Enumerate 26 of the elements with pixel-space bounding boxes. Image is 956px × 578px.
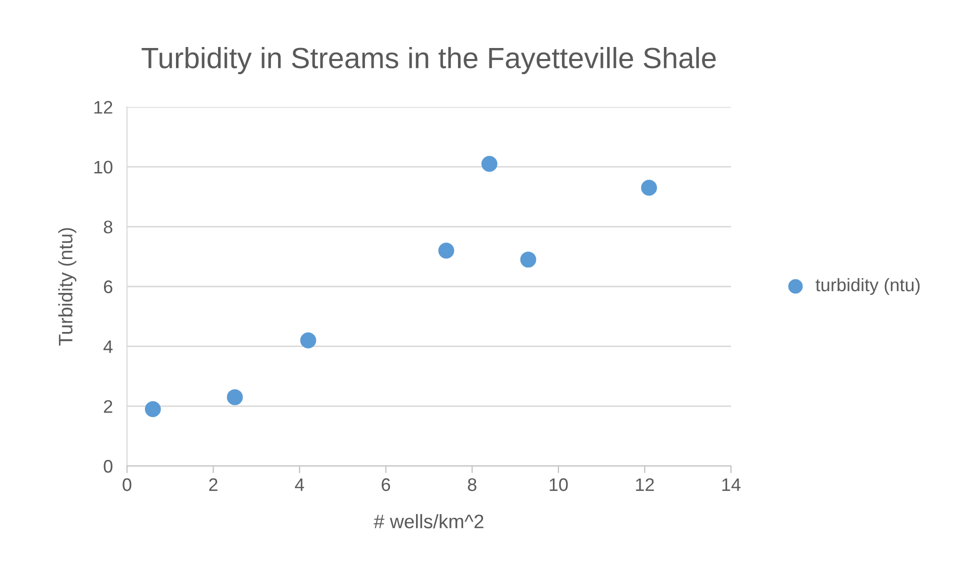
y-tick-label: 2: [104, 400, 112, 413]
point: [641, 180, 658, 196]
x-axis-title: # wells/km^2: [374, 514, 484, 528]
y-tick-label: 6: [104, 280, 112, 294]
x-tick-label: 2: [209, 478, 218, 491]
x-tick-label: 12: [636, 478, 654, 491]
point: [226, 389, 243, 406]
x-tick-label: 4: [294, 478, 304, 491]
point: [300, 332, 316, 348]
x-tick-label: 8: [468, 478, 476, 492]
y-tick-label: 8: [104, 220, 112, 234]
point: [520, 252, 536, 268]
point: [481, 156, 498, 172]
x-tick-label: 0: [122, 478, 132, 492]
y-tick-label: 10: [94, 160, 112, 174]
x-tick-label: 14: [722, 478, 741, 491]
legend-label: turbidity (ntu): [816, 278, 920, 295]
point: [438, 242, 454, 259]
y-tick-label: 0: [104, 460, 112, 473]
x-tick-label: 6: [382, 478, 390, 492]
chart-title: Turbidity in Streams in the Fayetteville Shale: [142, 46, 716, 74]
y-tick-label: 4: [103, 340, 113, 353]
y-tick-label: 12: [94, 100, 112, 114]
point: [144, 401, 161, 418]
y-axis-title: Turbidity (ntu): [58, 228, 76, 346]
x-tick-label: 10: [550, 478, 568, 492]
